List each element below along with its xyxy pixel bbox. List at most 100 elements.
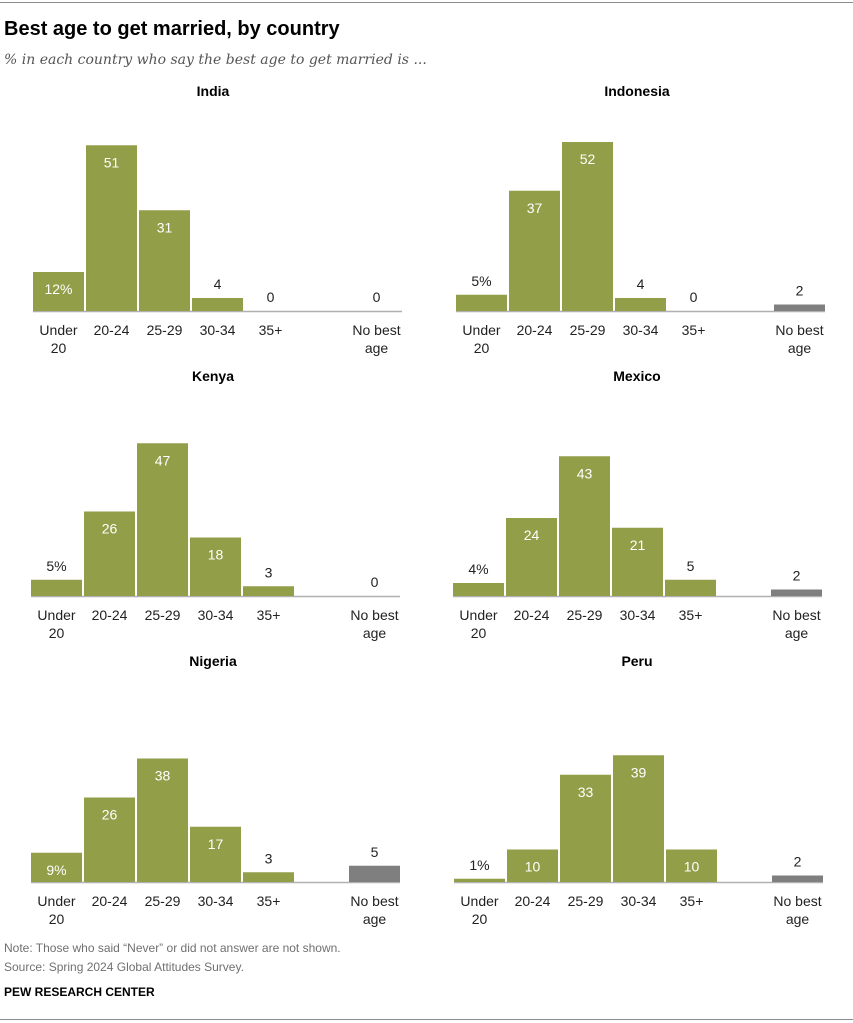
data-label: 5 [687,558,695,574]
tick-label: 30-34 [200,322,236,338]
tick-label-line: No best [772,607,820,623]
bar-under-20 [31,579,82,596]
bar-30-34 [615,298,666,311]
bar-35- [665,579,716,596]
bar-30-34 [192,298,243,311]
data-label: 2 [794,854,802,870]
tick-label-line: 20-24 [515,893,551,909]
bar-20-24 [84,797,135,882]
data-label: 18 [208,547,224,563]
bar-under-20 [454,878,505,882]
tick-label: 20-24 [515,893,551,909]
panel-title: Peru [621,653,652,669]
bar-20-24 [506,518,557,596]
tick-label: Under 20 [462,322,500,356]
bar-no-best-age [349,865,400,882]
data-label: 10 [684,859,700,875]
data-label: 37 [527,200,543,216]
tick-label-line: 35+ [682,322,706,338]
chart-subtitle: % in each country who say the best age t… [4,52,427,68]
data-label: 2 [796,283,804,299]
bar-25-29 [137,758,188,882]
bar-35- [243,872,294,882]
data-label: 0 [371,574,379,590]
data-label: 51 [104,154,120,170]
data-label: 0 [373,289,381,305]
tick-label-line: 30-34 [198,607,234,623]
source-note: Source: Spring 2024 Global Attitudes Sur… [4,960,244,974]
tick-label: 35+ [259,322,283,338]
bar-under-20 [33,272,84,311]
data-label: 47 [155,452,171,468]
tick-label-line: Under [39,322,77,338]
panel-title: Nigeria [189,653,237,669]
chart-panel-kenya: Kenya 5% Under 20 26 20-24 47 25-29 18 30-34 3 35+ 0… [31,368,400,641]
tick-label: No best age [350,607,398,641]
bar-under-20 [31,852,82,882]
tick-label-line: 30-34 [621,893,657,909]
tick-label-line: 35+ [679,607,703,623]
data-label: 52 [580,151,596,167]
tick-label: No best age [775,322,823,356]
tick-label-line: age [363,625,387,641]
bar-25-29 [139,210,190,311]
tick-label: Under 20 [37,893,75,927]
tick-label-line: 30-34 [198,893,234,909]
bar-under-20 [456,294,507,311]
tick-label: 30-34 [620,607,656,623]
data-label: 17 [208,836,224,852]
bar-20-24 [84,511,135,596]
tick-label: 30-34 [198,893,234,909]
panel-title: Mexico [613,368,660,384]
chart-panel-india: India 12% Under 20 51 20-24 31 25-29 4 30-34 0 35+ 0… [33,83,402,356]
tick-label-line: 20 [472,911,488,927]
data-label: 10 [525,859,541,875]
tick-label-line: 35+ [257,607,281,623]
tick-label: 35+ [679,607,703,623]
tick-label-line: 35+ [257,893,281,909]
data-label: 3 [265,564,273,580]
bar-no-best-age [772,875,823,882]
bar-30-34 [613,755,664,882]
tick-label: 25-29 [567,607,603,623]
bar-30-34 [190,826,241,882]
tick-label: 25-29 [570,322,606,338]
bar-30-34 [190,537,241,596]
data-label: 12% [44,281,72,297]
tick-label: 30-34 [623,322,659,338]
data-label: 2 [793,568,801,584]
tick-label-line: No best [352,322,400,338]
data-label: 33 [578,784,594,800]
tick-label-line: No best [773,893,821,909]
panel-title: India [197,83,230,99]
data-label: 4 [637,276,645,292]
data-label: 9% [46,862,66,878]
bar-20-24 [509,190,560,311]
top-rule [0,2,853,3]
tick-label: 25-29 [145,893,181,909]
tick-label-line: 30-34 [623,322,659,338]
bar-30-34 [612,527,663,596]
bar-under-20 [453,583,504,596]
data-label: 21 [630,537,646,553]
tick-label: 30-34 [621,893,657,909]
tick-label: 30-34 [198,607,234,623]
tick-label-line: 20 [49,625,65,641]
tick-label-line: Under [37,893,75,909]
tick-label: 20-24 [94,322,130,338]
data-label: 5% [471,273,491,289]
data-label: 26 [102,521,118,537]
data-label: 26 [102,807,118,823]
tick-label: No best age [352,322,400,356]
bar-no-best-age [771,589,822,596]
chart-title: Best age to get married, by country [4,18,340,40]
tick-label-line: 20-24 [517,322,553,338]
chart-panel-nigeria: Nigeria 9% Under 20 26 20-24 38 25-29 17 30-34 3 35… [31,653,400,927]
bar-25-29 [137,443,188,596]
data-label: 31 [157,219,173,235]
tick-label-line: 30-34 [620,607,656,623]
tick-label-line: 30-34 [200,322,236,338]
tick-label: 35+ [682,322,706,338]
tick-label: Under 20 [37,607,75,641]
